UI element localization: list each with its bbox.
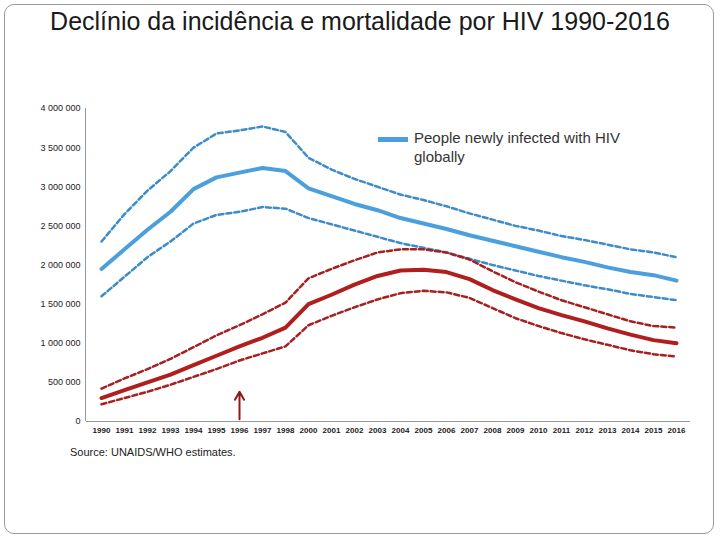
svg-text:2013: 2013 xyxy=(599,426,617,435)
svg-text:2012: 2012 xyxy=(576,426,594,435)
html-text:Source: UNAIDS/WHO estimates.: Source: UNAIDS/WHO estimates. xyxy=(70,446,236,458)
svg-text:2 500 000: 2 500 000 xyxy=(40,221,80,231)
svg-text:2008: 2008 xyxy=(484,426,502,435)
svg-text:2006: 2006 xyxy=(438,426,456,435)
svg-text:2009: 2009 xyxy=(507,426,525,435)
svg-text:2015: 2015 xyxy=(645,426,663,435)
svg-text:1993: 1993 xyxy=(162,426,180,435)
svg-text:1991: 1991 xyxy=(116,426,134,435)
svg-text:1995: 1995 xyxy=(208,426,226,435)
svg-text:2014: 2014 xyxy=(622,426,640,435)
svg-text:2011: 2011 xyxy=(553,426,571,435)
svg-text:1 000 000: 1 000 000 xyxy=(40,338,80,348)
svg-text:1992: 1992 xyxy=(139,426,157,435)
svg-text:1997: 1997 xyxy=(254,426,272,435)
svg-text:2002: 2002 xyxy=(346,426,364,435)
svg-text:1990: 1990 xyxy=(93,426,111,435)
svg-text:2010: 2010 xyxy=(530,426,548,435)
svg-text:3 000 000: 3 000 000 xyxy=(40,182,80,192)
svg-text:4 000 000: 4 000 000 xyxy=(40,103,80,113)
svg-text:1996: 1996 xyxy=(231,426,249,435)
svg-text:1 500 000: 1 500 000 xyxy=(40,299,80,309)
svg-text:2004: 2004 xyxy=(392,426,410,435)
svg-text:2 000 000: 2 000 000 xyxy=(40,260,80,270)
svg-text:2003: 2003 xyxy=(369,426,387,435)
svg-text:2000: 2000 xyxy=(300,426,318,435)
svg-text:2016: 2016 xyxy=(668,426,686,435)
svg-text:2007: 2007 xyxy=(461,426,479,435)
html-text:People newly infected with HIV: People newly infected with HIV globally xyxy=(414,129,620,165)
svg-text:0: 0 xyxy=(75,416,80,426)
svg-text:1994: 1994 xyxy=(185,426,203,435)
svg-text:2001: 2001 xyxy=(323,426,341,435)
html-text:Declínio da incidência e morta: Declínio da incidência e mortalidade por… xyxy=(50,7,670,35)
svg-text:1998: 1998 xyxy=(277,426,295,435)
svg-text:500 000: 500 000 xyxy=(48,377,81,387)
svg-text:3 500 000: 3 500 000 xyxy=(40,143,80,153)
svg-text:2005: 2005 xyxy=(415,426,433,435)
